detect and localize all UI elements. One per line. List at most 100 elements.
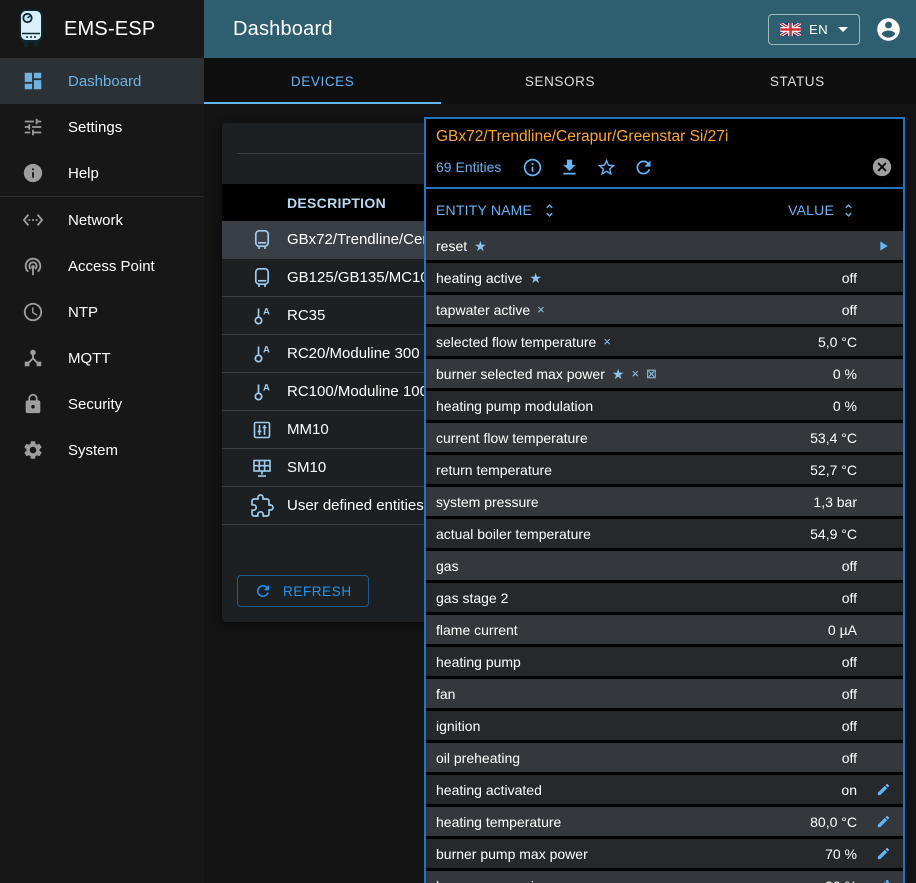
sidebar-item-security[interactable]: Security [0, 381, 204, 427]
edit-pencil-icon[interactable] [857, 878, 893, 883]
sidebar-item-settings[interactable]: Settings [0, 104, 204, 150]
entity-row-heating-activated[interactable]: heating activated on [426, 775, 903, 804]
entity-name: heating active [436, 269, 523, 286]
entity-row-fan[interactable]: fan off [426, 679, 903, 708]
device-title: GBx72/Trendline/Cerapur/Greenstar Si/27i [436, 128, 729, 145]
top-bar: Dashboard EN [204, 0, 916, 58]
lock-icon [22, 393, 44, 415]
boiler-device-icon [250, 266, 274, 290]
entity-name: system pressure [436, 493, 539, 510]
refresh-button[interactable]: REFRESH [237, 575, 369, 607]
device-label: MM10 [287, 421, 329, 438]
entity-name: actual boiler temperature [436, 525, 591, 542]
entity-row-burner-selected-max-power[interactable]: burner selected max power ★ × ⊠ 0 % [426, 359, 903, 388]
entity-row-gas-stage-2[interactable]: gas stage 2 off [426, 583, 903, 612]
device-label: RC35 [287, 307, 326, 324]
entity-name: heating pump [436, 653, 521, 670]
sidebar-item-access-point[interactable]: Access Point [0, 243, 204, 289]
entity-row-burner-pump-max-power[interactable]: burner pump max power 70 % [426, 839, 903, 868]
run-command-icon[interactable] [857, 238, 893, 254]
sidebar-item-help[interactable]: Help [0, 150, 204, 196]
entity-row-reset[interactable]: reset ★ [426, 231, 903, 260]
entity-value: off [841, 749, 857, 766]
download-icon[interactable] [559, 157, 580, 178]
entity-row-heating-pump[interactable]: heating pump off [426, 647, 903, 676]
info-icon[interactable] [522, 157, 543, 178]
boiler-device-icon [250, 228, 274, 252]
entities-table-body: reset ★ heating active ★ off tapwater acti… [426, 231, 903, 883]
entity-name: current flow temperature [436, 429, 588, 446]
edit-pencil-icon[interactable] [857, 814, 893, 829]
entity-value: off [841, 589, 857, 606]
entity-row-heating-temperature[interactable]: heating temperature 80,0 °C [426, 807, 903, 836]
device-detail-panel: GBx72/Trendline/Cerapur/Greenstar Si/27i… [424, 117, 905, 883]
sidebar-item-label: Security [68, 395, 123, 413]
entity-row-heating-pump-modulation[interactable]: heating pump modulation 0 % [426, 391, 903, 420]
entity-name-column-header: ENTITY NAME [436, 202, 533, 218]
entity-row-return-temperature[interactable]: return temperature 52,7 °C [426, 455, 903, 484]
device-label: User defined entities [287, 497, 424, 514]
favorites-star-icon[interactable] [596, 157, 617, 178]
entity-name: heating temperature [436, 813, 562, 830]
entity-row-heating-active[interactable]: heating active ★ off [426, 263, 903, 292]
reload-entities-icon[interactable] [633, 157, 654, 178]
entity-row-burner-pump-min-power[interactable]: burner pump min power 30 % [426, 871, 903, 883]
tab-bar: DEVICES SENSORS STATUS [204, 58, 916, 104]
entity-value: 53,4 °C [810, 429, 857, 446]
sidebar-item-label: System [68, 441, 119, 459]
language-selector[interactable]: EN [768, 13, 860, 45]
entity-value: 0 % [832, 365, 857, 382]
favorite-icon: ★ [611, 365, 625, 382]
entity-name: tapwater active [436, 301, 531, 318]
sidebar-item-dashboard[interactable]: Dashboard [0, 58, 204, 104]
sidebar-item-mqtt[interactable]: MQTT [0, 335, 204, 381]
entity-name: burner pump min power [436, 878, 584, 883]
entities-table-header: ENTITY NAME VALUE [426, 189, 903, 231]
entity-name: heating activated [436, 781, 542, 798]
user-avatar-icon[interactable] [875, 16, 902, 43]
edit-pencil-icon[interactable] [857, 846, 893, 861]
entity-row-oil-preheating[interactable]: oil preheating off [426, 743, 903, 772]
entity-row-ignition[interactable]: ignition off [426, 711, 903, 740]
entity-name: heating pump modulation [436, 397, 594, 414]
entity-row-gas[interactable]: gas off [426, 551, 903, 580]
sort-entity-name-icon[interactable] [541, 202, 558, 219]
entity-value: off [841, 269, 857, 286]
sidebar-item-system[interactable]: System [0, 427, 204, 473]
close-panel-icon[interactable] [871, 156, 893, 178]
entity-value: off [841, 301, 857, 318]
entity-row-flame-current[interactable]: flame current 0 µA [426, 615, 903, 644]
tab-sensors[interactable]: SENSORS [524, 73, 596, 89]
tune-icon [22, 116, 44, 138]
entity-row-tapwater-active[interactable]: tapwater active × off [426, 295, 903, 324]
sort-value-icon[interactable] [840, 202, 857, 219]
boxed-icon: ⊠ [646, 366, 657, 381]
entity-row-system-pressure[interactable]: system pressure 1,3 bar [426, 487, 903, 516]
ethernet-icon [22, 209, 44, 231]
edit-pencil-icon[interactable] [857, 782, 893, 797]
thermostat-device-icon: A [250, 342, 274, 366]
entity-value: 52,7 °C [810, 461, 857, 478]
entity-row-actual-boiler-temperature[interactable]: actual boiler temperature 54,9 °C [426, 519, 903, 548]
entity-value: 80,0 °C [810, 813, 857, 830]
entity-name: oil preheating [436, 749, 521, 766]
sidebar-item-network[interactable]: Network [0, 197, 204, 243]
sidebar-item-label: Help [68, 164, 99, 182]
chevron-down-icon [838, 26, 848, 32]
entity-value: 54,9 °C [810, 525, 857, 542]
app-title: EMS-ESP [64, 17, 156, 40]
crossed-icon: × [603, 334, 611, 349]
entity-value: 5,0 °C [817, 333, 857, 350]
entity-name: flame current [436, 621, 518, 638]
entity-value: off [841, 557, 857, 574]
entity-row-current-flow-temperature[interactable]: current flow temperature 53,4 °C [426, 423, 903, 452]
entity-row-selected-flow-temperature[interactable]: selected flow temperature × 5,0 °C [426, 327, 903, 356]
tab-devices[interactable]: DEVICES [204, 58, 442, 104]
tab-status[interactable]: STATUS [769, 73, 825, 89]
entities-count: 69 Entities [436, 159, 502, 175]
sidebar-item-ntp[interactable]: NTP [0, 289, 204, 335]
entity-name: burner pump max power [436, 845, 588, 862]
entity-value: 1,3 bar [813, 493, 857, 510]
custom-device-icon [250, 493, 274, 518]
entity-name: burner selected max power [436, 365, 605, 382]
